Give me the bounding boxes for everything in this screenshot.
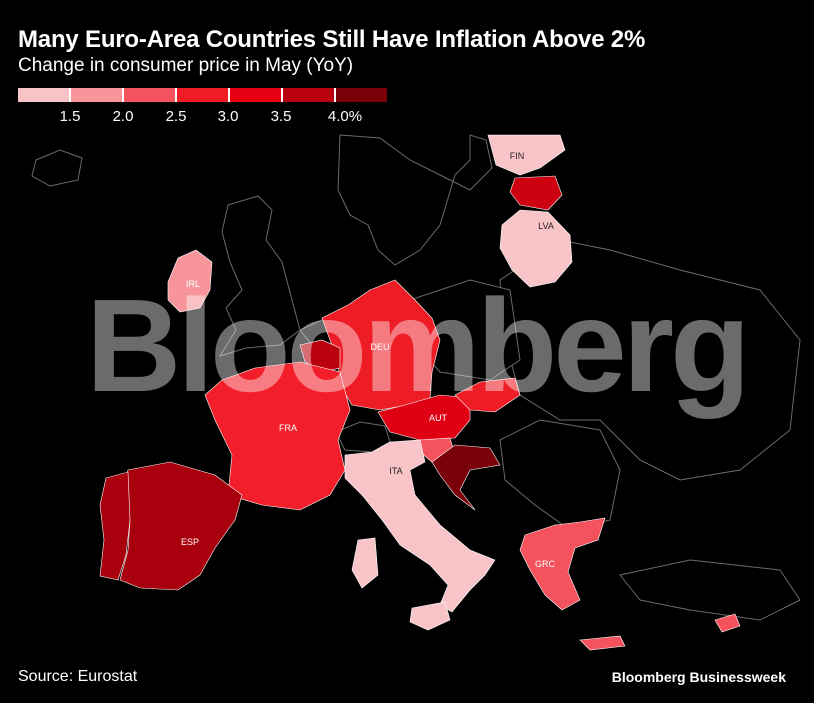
- iceland-outline: [31, 149, 83, 187]
- legend-label: 3.0: [217, 108, 239, 125]
- legend-swatch-5: [230, 88, 283, 102]
- country-grc: [519, 517, 606, 611]
- legend-label: 2.0: [112, 108, 134, 125]
- legend-label: 2.5: [165, 108, 187, 125]
- eastern-europe-landmass: [499, 239, 801, 481]
- island-sicily: [409, 601, 451, 631]
- country-bel: [299, 339, 341, 373]
- legend-swatch-3: [124, 88, 177, 102]
- color-legend: [18, 88, 387, 102]
- legend-labels: 1.5 2.0 2.5 3.0 3.5 4.0%: [0, 108, 420, 126]
- uk-landmass: [218, 195, 301, 357]
- legend-swatch-4: [177, 88, 230, 102]
- chart-title: Many Euro-Area Countries Still Have Infl…: [18, 26, 646, 53]
- chart-subtitle: Change in consumer price in May (YoY): [18, 55, 354, 76]
- country-label-irl: IRL: [186, 279, 200, 289]
- country-est: [509, 175, 563, 211]
- balkans-landmass: [499, 419, 621, 531]
- country-aut: [377, 394, 471, 441]
- country-esp: [119, 461, 243, 591]
- country-label-grc: GRC: [535, 559, 556, 569]
- country-fin: [487, 134, 566, 176]
- island-crete: [579, 635, 626, 651]
- legend-swatch-1: [18, 88, 71, 102]
- brand-logo: Bloomberg Businessweek: [611, 669, 786, 685]
- legend-swatch-7: [336, 88, 387, 102]
- legend-swatch-6: [283, 88, 336, 102]
- europe-map: FIN LVA IRL DEU FRA AUT ITA ESP GRC: [31, 134, 801, 651]
- country-svk: [454, 377, 521, 413]
- country-label-fra: FRA: [279, 423, 297, 433]
- country-fra: [204, 361, 351, 511]
- country-ita: [344, 439, 496, 613]
- country-label-esp: ESP: [181, 537, 199, 547]
- country-irl: [167, 249, 213, 313]
- turkey-landmass: [619, 559, 801, 621]
- source-note: Source: Eurostat: [18, 668, 138, 685]
- legend-label: 4.0%: [327, 108, 363, 125]
- country-lva: [499, 209, 573, 288]
- legend-swatch-2: [71, 88, 124, 102]
- country-label-deu: DEU: [370, 342, 389, 352]
- country-label-aut: AUT: [429, 413, 448, 423]
- island-sardinia: [351, 537, 379, 589]
- scandinavia-landmass: [337, 134, 493, 266]
- country-label-lva: LVA: [538, 221, 554, 231]
- country-hrv: [431, 444, 501, 511]
- country-cyp: [714, 613, 741, 633]
- country-label-fin: FIN: [510, 151, 525, 161]
- country-label-ita: ITA: [389, 466, 402, 476]
- legend-label: 1.5: [59, 108, 81, 125]
- country-prt: [99, 471, 131, 581]
- legend-label: 3.5: [270, 108, 292, 125]
